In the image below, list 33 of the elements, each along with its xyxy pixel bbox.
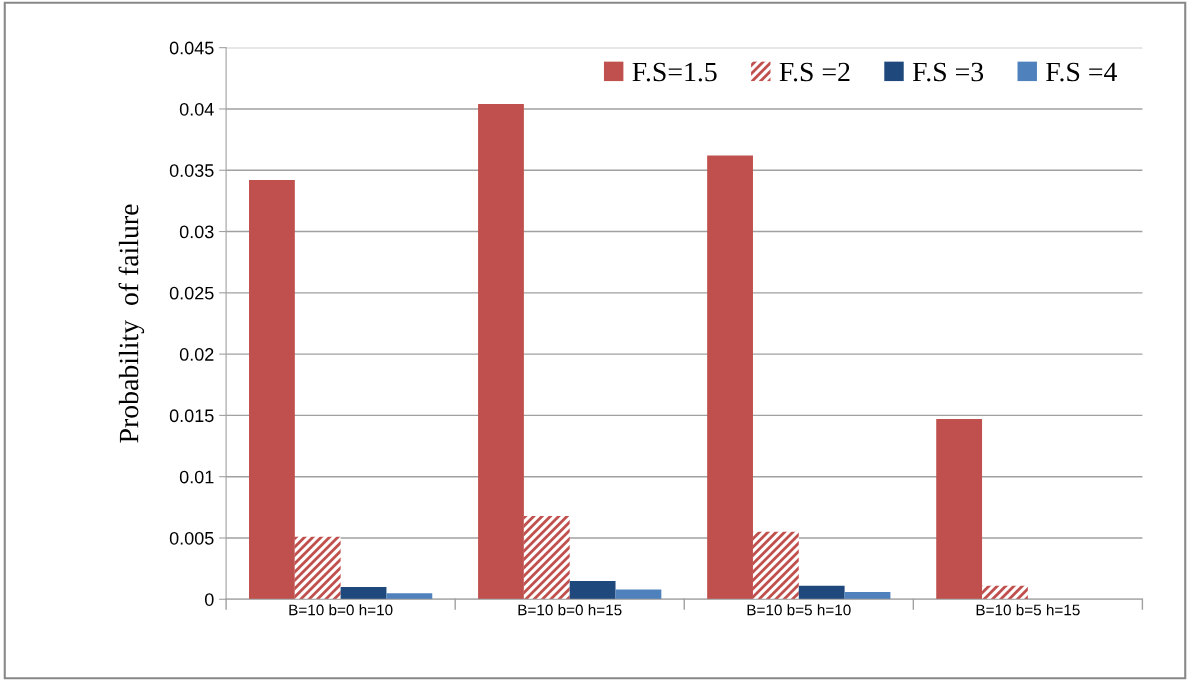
legend-label: F.S=1.5 [632,62,717,82]
bar [798,585,845,600]
x-tick-label: B=10 b=0 h=15 [518,604,622,616]
y-tick-label: 0.045 [169,41,214,55]
x-tick-label: B=10 b=5 h=10 [747,604,851,616]
bar [752,531,799,600]
x-tick-label: B=10 b=5 h=15 [976,604,1080,616]
x-tick-label: B=10 b=0 h=10 [289,604,393,616]
bar [478,104,524,600]
bar [615,589,662,600]
bar [249,180,295,600]
y-axis-title: Probability of failure [118,204,145,443]
y-tick-label: 0.005 [169,531,214,545]
y-tick-label: 0.015 [169,409,214,423]
bar [340,587,387,600]
y-tick-label: 0 [204,593,214,606]
bar [982,585,1028,600]
bar [294,536,341,600]
y-tick-label: 0.02 [179,348,214,361]
bar [569,580,616,600]
y-tick-label: 0.04 [179,102,214,116]
bar [707,155,753,600]
y-tick-label: 0.01 [179,470,214,484]
bar [844,591,891,600]
legend-label: F.S =4 [1046,62,1117,82]
legend-label: F.S =3 [912,62,984,82]
legend-label: F.S =2 [779,62,850,82]
bar [523,515,570,600]
y-tick-label: 0.025 [169,286,214,300]
y-tick-label: 0.03 [179,225,214,239]
bar [936,419,983,600]
bar [386,593,433,600]
y-tick-label: 0.035 [169,164,214,177]
